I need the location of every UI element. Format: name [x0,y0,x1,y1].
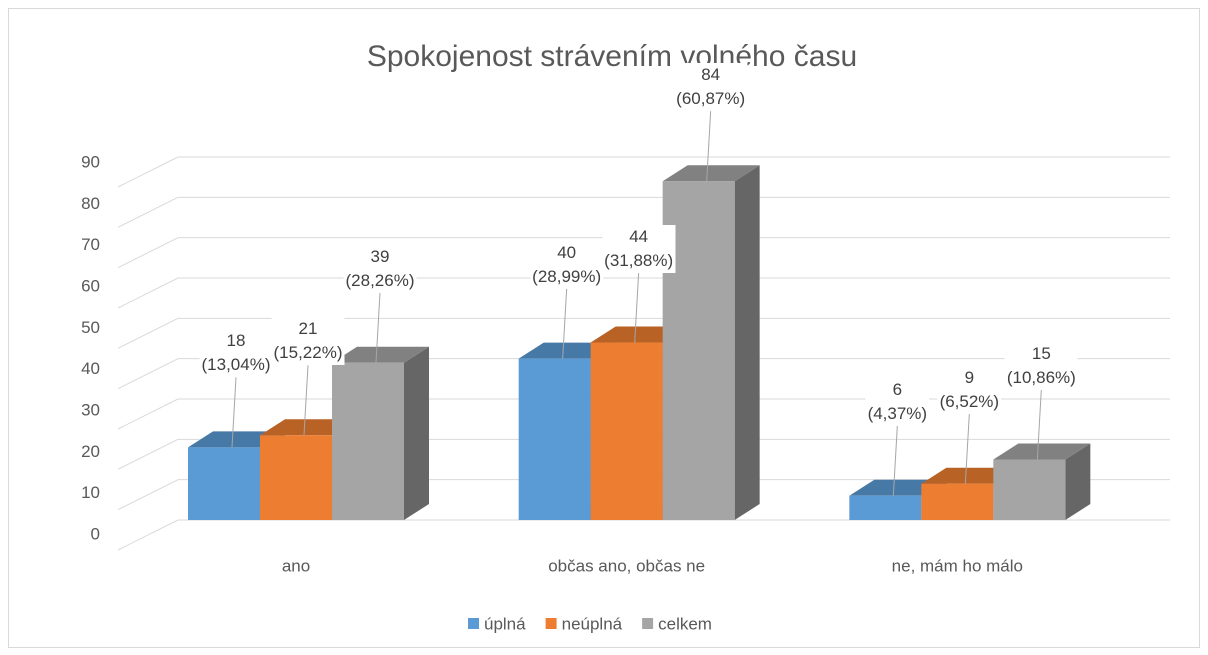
leader-line [892,425,898,496]
bar-top [332,346,429,363]
bar [332,362,404,520]
bar-top [662,165,760,182]
data-label: 40 (28,99%) [530,240,604,289]
legend-label: neúplná [562,614,623,633]
data-label: 84 (60,87%) [674,63,748,112]
y-tick-label: 50 [81,318,100,337]
x-tick-label: ano [282,556,310,575]
leader-line [303,365,309,436]
y-tick-label: 40 [81,359,100,378]
bar [518,358,591,520]
y-tick-label: 60 [81,276,100,295]
data-label: 15 (10,86%) [1004,341,1078,390]
y-tick-label: 70 [81,235,100,254]
bar [921,483,994,520]
bar [849,495,922,520]
grid-line-side [117,479,179,511]
leader-line [706,111,712,182]
bar-side [1065,443,1091,520]
bar-side [404,346,429,520]
data-label: 39 (28,26%) [343,244,417,293]
grid-line-side [117,277,179,309]
bar [260,435,332,520]
data-label: 21 (15,22%) [271,317,345,366]
leader-line [1036,389,1042,460]
bar [590,342,663,520]
grid-line-side [117,438,179,470]
bar [993,459,1066,520]
leader-line [964,413,970,484]
grid-line-side [117,358,179,390]
leader-line [634,272,640,343]
bar [188,447,260,520]
y-tick-label: 30 [81,400,100,419]
grid-line-side [117,398,179,430]
x-tick-label: ne, mám ho málo [892,556,1023,575]
leader-line [231,377,237,448]
grid-line-side [117,196,179,228]
data-label: 9 (6,52%) [937,365,1002,414]
grid-line-side [117,237,179,269]
bar-top [993,443,1091,460]
y-tick-label: 20 [81,442,100,461]
grid-line-side [117,156,179,188]
y-tick-label: 90 [81,152,100,171]
data-label: 18 (13,04%) [199,329,273,378]
x-tick-label: občas ano, občas ne [548,556,705,575]
y-tick-label: 80 [81,194,100,213]
grid-line-side [117,519,179,551]
legend-swatch [468,618,479,629]
data-label: 44 (31,88%) [602,224,676,273]
chart-border [8,8,1200,648]
y-tick-label: 0 [91,524,100,543]
leader-line [375,292,381,363]
grid-line-side [117,317,179,349]
chart-title: Spokojenost strávením volného času [367,40,857,73]
legend-label: úplná [484,614,526,633]
legend-swatch [545,618,557,629]
y-tick-label: 10 [81,483,100,502]
data-label: 6 (4,37%) [865,377,930,426]
bar-side [734,165,760,520]
leader-line [562,288,568,359]
legend-label: celkem [658,614,712,633]
legend-swatch [642,618,654,629]
